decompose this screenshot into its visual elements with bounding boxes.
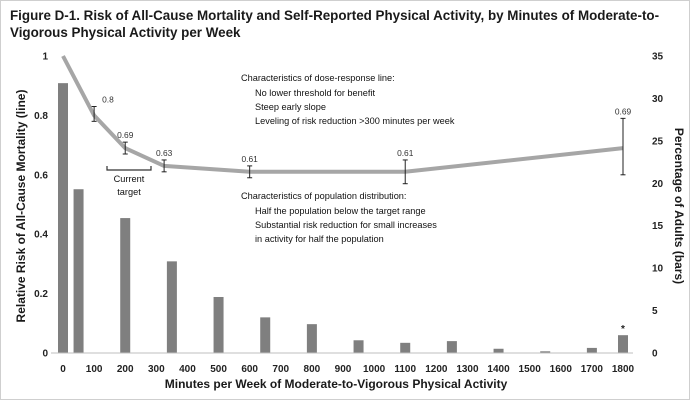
bars-layer: *: [58, 83, 628, 353]
population-heading: Characteristics of population distributi…: [241, 191, 406, 201]
bar: [73, 189, 84, 353]
x-tick-label: 1400: [487, 364, 510, 375]
notes-layer: Characteristics of dose-response line: N…: [106, 73, 455, 244]
x-tick-label: 200: [117, 364, 134, 375]
y-left-tick-label: 0: [42, 349, 48, 360]
bar: [446, 341, 457, 353]
error-bar: [122, 141, 128, 155]
x-tick-label: 1200: [425, 364, 448, 375]
x-tick-label: 300: [148, 364, 165, 375]
x-tick-label: 100: [86, 364, 103, 375]
bar: [58, 83, 68, 353]
x-axis-title: Minutes per Week of Moderate-to-Vigorous…: [165, 377, 508, 391]
x-tick-label: 800: [304, 364, 321, 375]
data-label: 0.61: [242, 154, 259, 164]
figure-title: Figure D-1. Risk of All-Cause Mortality …: [10, 8, 660, 40]
bar: [213, 296, 224, 353]
y-right-tick-label: 0: [652, 349, 658, 360]
population-item: in activity for half the population: [255, 234, 384, 244]
bar: [306, 324, 317, 353]
bar: [353, 340, 364, 353]
error-bar: [247, 165, 253, 179]
y-axis-right-title: Percentage of Adults (bars): [672, 128, 686, 284]
x-tick-label: 1600: [550, 364, 573, 375]
dose-response-item: Steep early slope: [255, 102, 326, 112]
bar: [260, 317, 271, 353]
line-layer: 0.8 0.69 0.63 0.61 0.61 0.69: [61, 55, 632, 185]
x-tick-label: 900: [335, 364, 352, 375]
y-right-tick-label: 35: [652, 52, 664, 63]
dose-response-item: Leveling of risk reduction >300 minutes …: [255, 116, 455, 126]
y-left-tick-label: 0.2: [34, 289, 48, 300]
x-tick-label: 700: [272, 364, 289, 375]
x-tick-label: 500: [210, 364, 227, 375]
x-tick-label: 0: [60, 364, 66, 375]
y-left-tick-label: 0.6: [34, 170, 48, 181]
current-target-bracket: [106, 166, 152, 171]
bar: [166, 261, 177, 353]
population-item: Half the population below the target ran…: [255, 206, 426, 216]
y-left-tick-label: 1: [42, 52, 48, 63]
y-right-tick-label: 30: [652, 94, 664, 105]
dose-response-item: No lower threshold for benefit: [255, 88, 375, 98]
bar: [493, 348, 504, 353]
bar: [540, 351, 551, 353]
x-tick-label: 1500: [519, 364, 542, 375]
x-tick-label: 1300: [456, 364, 479, 375]
axes-layer: 0 100 200 300 400 500 600 700 800 900 1000 1100 1200…: [34, 52, 663, 376]
data-label: 0.69: [615, 106, 632, 116]
current-target-label: target: [117, 187, 141, 197]
data-label: 0.8: [102, 94, 114, 104]
y-left-tick-label: 0.4: [34, 230, 48, 241]
x-tick-label: 600: [241, 364, 258, 375]
current-target-label: Current: [114, 174, 145, 184]
error-bar: [620, 117, 626, 176]
population-item: Substantial risk reduction for small inc…: [255, 220, 437, 230]
error-bar: [91, 105, 97, 122]
y-right-tick-label: 5: [652, 306, 658, 317]
bar: [586, 347, 597, 353]
bar-annotation: *: [621, 324, 625, 335]
error-bar: [402, 159, 408, 185]
x-tick-label: 1700: [581, 364, 604, 375]
data-label: 0.69: [117, 130, 134, 140]
x-tick-label: 1000: [363, 364, 386, 375]
data-label: 0.61: [397, 148, 414, 158]
x-tick-label: 400: [179, 364, 196, 375]
y-right-tick-label: 15: [652, 221, 664, 232]
x-tick-label: 1100: [394, 364, 416, 375]
bar: [120, 218, 131, 353]
y-right-tick-label: 20: [652, 179, 664, 190]
x-tick-label: 1800: [612, 364, 635, 375]
y-axis-left-title: Relative Risk of All-Cause Mortality (li…: [14, 90, 28, 323]
y-left-tick-label: 0.8: [34, 111, 48, 122]
dose-response-heading: Characteristics of dose-response line:: [241, 73, 395, 83]
y-right-tick-label: 25: [652, 136, 664, 147]
y-right-tick-label: 10: [652, 264, 664, 275]
data-label: 0.63: [156, 148, 173, 158]
bar: [400, 342, 411, 353]
bar: [618, 335, 628, 353]
error-bar: [161, 159, 167, 173]
